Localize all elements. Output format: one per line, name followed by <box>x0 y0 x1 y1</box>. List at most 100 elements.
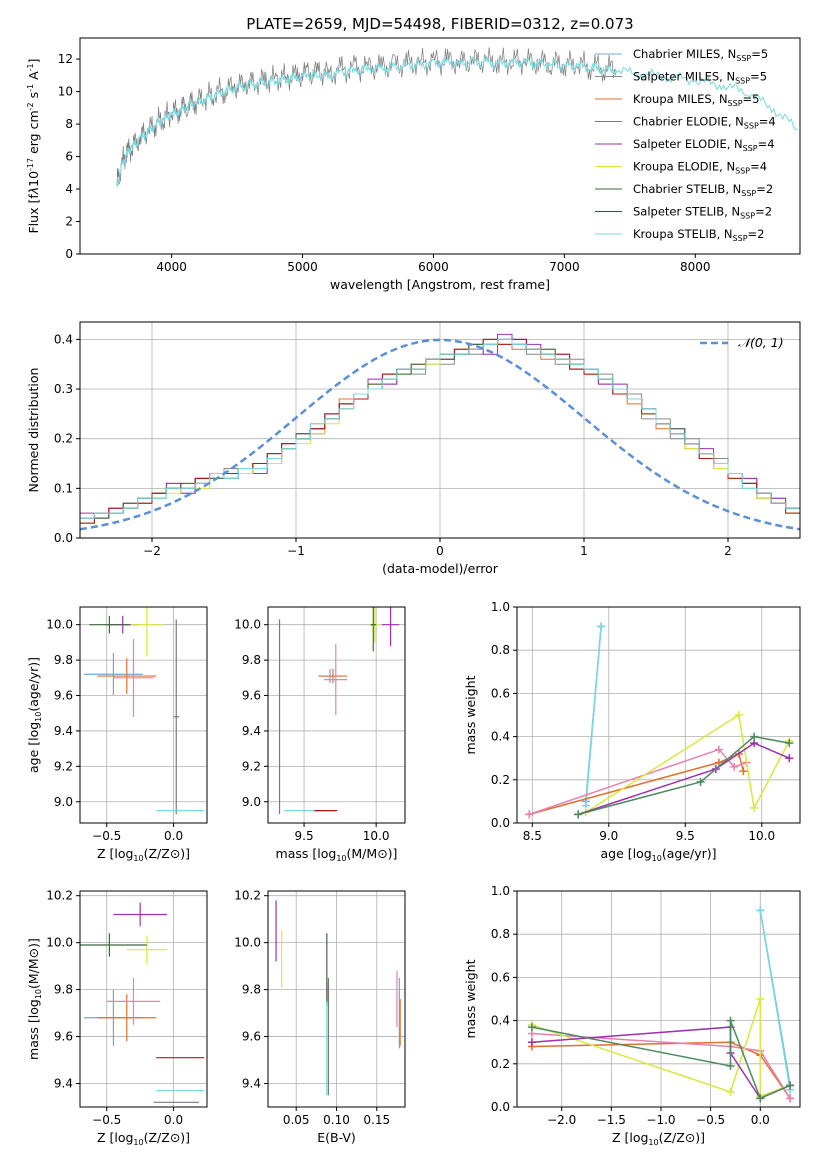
y-tick-label: 1.0 <box>491 884 510 898</box>
x-tick-label: 7000 <box>549 260 580 274</box>
x-tick-label: 9.5 <box>295 829 314 843</box>
x-axis-label: (data-model)/error <box>382 561 499 576</box>
spectrum-plot <box>116 47 799 188</box>
age_vs_z-plot <box>84 607 205 815</box>
x-tick-label: 4000 <box>156 260 187 274</box>
age_vs_z-axes: −0.5 0.0 9.0 9.2 9.4 9.6 9.8 10.0 Z [log10(Z/Z⊙)… <box>26 606 208 863</box>
y-axis-label: mass weight <box>463 675 478 754</box>
legend-label: Salpeter MILES, NSSP=5 <box>633 70 767 86</box>
y-tick-label: 0 <box>65 247 73 261</box>
massweight_vs_age-axes: 8.5 9.0 9.5 10.0 0.0 0.2 0.4 0.6 0.8 1.0 age [log1… <box>463 600 801 863</box>
y-tick-label: 0.8 <box>491 643 510 657</box>
y-tick-label: 0.6 <box>491 970 510 984</box>
legend-label: Chabrier MILES, NSSP=5 <box>633 47 768 63</box>
y-tick-label: 1.0 <box>491 600 510 614</box>
y-tick-label: 0.6 <box>491 686 510 700</box>
spectrum-line-data <box>116 47 616 187</box>
x-tick-label: 0.0 <box>751 1113 770 1127</box>
legend-label: 𝒩(0, 1) <box>738 335 784 350</box>
y-tick-label: 2 <box>65 215 73 229</box>
x-tick-label: −2 <box>143 544 161 558</box>
y-tick-label: 0.2 <box>491 773 510 787</box>
mass_vs_ebv-plot <box>275 900 401 1096</box>
plot-frame <box>516 890 801 1108</box>
y-tick-label: 9.6 <box>54 1030 73 1044</box>
y-tick-label: 0.8 <box>491 927 510 941</box>
spectrum-line-model <box>116 55 799 188</box>
x-tick-label: −1.0 <box>646 1113 675 1127</box>
residuals-plot <box>80 333 800 538</box>
weight-line-Kroupa STELIB <box>759 910 791 1090</box>
y-tick-label: 9.6 <box>54 689 73 703</box>
y-tick-label: 0.4 <box>491 1014 510 1028</box>
plot-frame <box>267 606 406 824</box>
legend-label: Kroupa MILES, NSSP=5 <box>633 92 759 108</box>
weight-line-Kroupa STELIB <box>585 626 602 806</box>
weight-line-Salpeter ELODIE <box>577 742 790 816</box>
y-tick-label: 0.0 <box>491 816 510 830</box>
x-axis-label: wavelength [Angstrom, rest frame] <box>330 277 550 292</box>
y-tick-label: 9.0 <box>54 795 73 809</box>
gaussian-curve <box>80 338 800 531</box>
weight-line-Kroupa ELODIE <box>585 713 790 813</box>
x-tick-label: 8000 <box>680 260 711 274</box>
x-tick-label: 9.0 <box>599 829 618 843</box>
figure-title: PLATE=2659, MJD=54498, FIBERID=0312, z=0… <box>246 15 633 33</box>
weight-line-Kroupa MILES <box>529 752 745 816</box>
y-tick-label: 9.2 <box>242 759 261 773</box>
x-axis-label: Z [log10(Z/Z⊙)] <box>612 1130 705 1147</box>
legend-label: Kroupa STELIB, NSSP=2 <box>633 227 764 243</box>
y-tick-label: 4 <box>65 182 73 196</box>
x-tick-label: −1 <box>287 544 305 558</box>
plot-frame <box>79 321 801 539</box>
x-tick-label: −0.5 <box>696 1113 725 1127</box>
x-tick-label: −2.0 <box>547 1113 576 1127</box>
y-tick-label: 9.4 <box>242 724 261 738</box>
age_vs_mass-axes: 9.5 10.0 9.0 9.2 9.4 9.6 9.8 10.0 mass [log10(M/… <box>234 606 406 863</box>
x-tick-label: 6000 <box>418 260 449 274</box>
y-axis-label: mass weight <box>463 959 478 1038</box>
y-tick-label: 0.2 <box>491 1057 510 1071</box>
x-tick-label: 0.15 <box>363 1113 390 1127</box>
mass_vs_z-plot <box>80 902 205 1103</box>
plot-frame <box>79 37 801 255</box>
legend-label: Chabrier STELIB, NSSP=2 <box>633 182 773 198</box>
x-tick-label: 0.05 <box>283 1113 310 1127</box>
weight-line-Pink <box>528 748 747 816</box>
plot-frame <box>516 606 801 824</box>
massweight_vs_z-axes: −2.0 −1.5 −1.0 −0.5 0.0 0.0 0.2 0.4 0.6 0.8 1.0 Z [… <box>463 884 801 1147</box>
x-tick-label: 8.5 <box>523 829 542 843</box>
age_vs_mass-plot <box>278 607 400 815</box>
y-tick-label: 9.8 <box>54 653 73 667</box>
x-tick-label: 9.5 <box>676 829 695 843</box>
plot-frame <box>79 606 208 824</box>
x-tick-label: 0.0 <box>164 829 183 843</box>
y-tick-label: 0.4 <box>491 730 510 744</box>
weight-line-Pink <box>531 1032 791 1099</box>
y-tick-label: 10 <box>58 85 73 99</box>
y-tick-label: 9.4 <box>54 724 73 738</box>
y-tick-label: 9.8 <box>54 983 73 997</box>
x-axis-label: age [log10(age/yr)] <box>600 846 716 863</box>
plot-frame <box>79 890 208 1108</box>
x-tick-label: 10.0 <box>748 829 775 843</box>
y-tick-label: 10.2 <box>234 889 261 903</box>
massweight_vs_z-plot <box>527 906 795 1103</box>
histogram-Kroupa STELIB <box>80 338 800 538</box>
mass_vs_z-axes: −0.5 0.0 9.4 9.6 9.8 10.0 10.2 Z [log10(Z/Z⊙)] m… <box>26 889 208 1147</box>
y-tick-label: 10.0 <box>234 618 261 632</box>
x-tick-label: 0.0 <box>164 1113 183 1127</box>
y-tick-label: 10.0 <box>234 936 261 950</box>
plot-frame <box>267 890 406 1108</box>
legend-label: Salpeter STELIB, NSSP=2 <box>633 205 772 221</box>
x-axis-label: mass [log10(M/M⊙)] <box>276 846 398 863</box>
y-tick-label: 9.6 <box>242 1030 261 1044</box>
y-tick-label: 0.1 <box>54 481 73 495</box>
y-tick-label: 12 <box>58 52 73 66</box>
spectrum-axes: 4000 5000 6000 7000 8000 0 2 4 6 8 10 12 wavelength … <box>26 37 801 292</box>
panels: 4000 5000 6000 7000 8000024681012wavelength … <box>26 37 801 1147</box>
x-axis-label: Z [log10(Z/Z⊙)] <box>97 846 190 863</box>
y-tick-label: 0.3 <box>54 382 73 396</box>
legend-label: Chabrier ELODIE, NSSP=4 <box>633 115 776 131</box>
